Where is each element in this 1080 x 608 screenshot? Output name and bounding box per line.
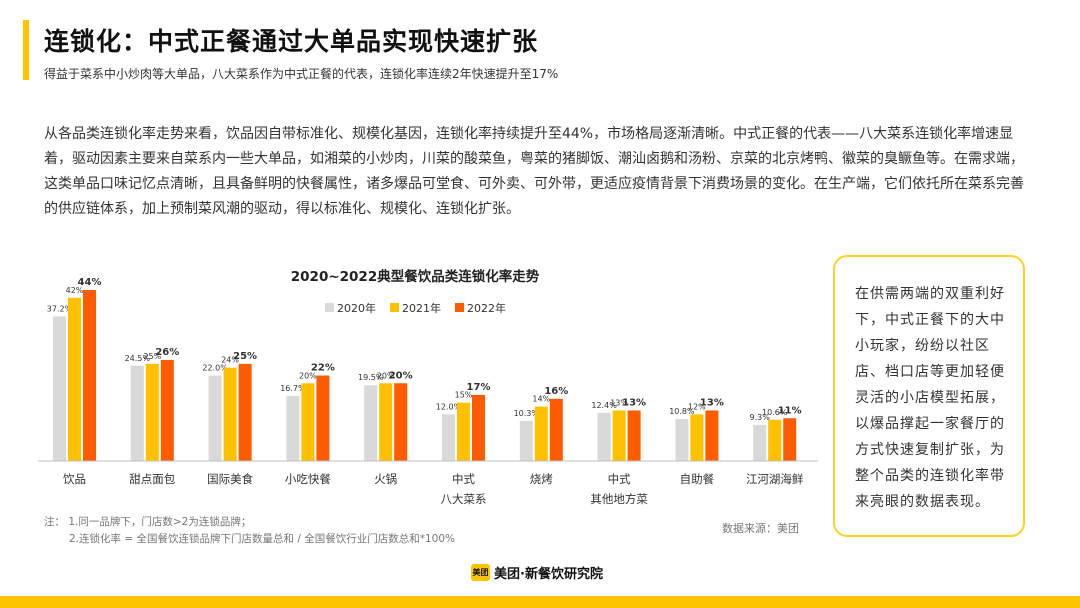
bar-8-1 (597, 412, 611, 461)
value-label-6-1: 12.0% (436, 402, 462, 411)
bar-1-3 (83, 290, 96, 461)
value-label-9-3: 13% (700, 397, 724, 408)
bar-7-3 (549, 398, 563, 461)
note-line-2: 2.连锁化率 = 全国餐饮连锁品牌下门店数量总和 / 全国餐饮行业门店数总和*1… (69, 533, 455, 545)
value-label-7-2: 14% (532, 395, 550, 404)
value-label-8-1: 12.4% (591, 401, 617, 410)
value-label-2-1: 24.5% (125, 354, 151, 363)
bar-10-3 (783, 418, 797, 461)
meituan-logo: 美团 (471, 564, 490, 581)
bar-5-2 (379, 383, 393, 461)
bar-2-3 (160, 359, 174, 461)
bar-4-1 (286, 396, 300, 461)
legend-swatch-2 (390, 303, 399, 312)
category-label-4: 小吃快餐 (285, 472, 331, 486)
value-label-5-1: 19.5% (358, 373, 384, 382)
value-label-9-1: 10.8% (669, 407, 695, 416)
brand-footer: 美团 美团·新餐饮研究院 (471, 563, 603, 582)
value-label-4-2: 20% (299, 371, 317, 380)
bar-9-1 (675, 419, 689, 461)
bar-6-3 (472, 394, 485, 461)
value-label-1-1: 37.2% (47, 304, 73, 313)
value-label-7-1: 10.3% (514, 409, 540, 418)
bar-6-2 (457, 402, 470, 461)
legend-swatch-3 (455, 303, 464, 312)
legend-label-2: 2021年 (402, 301, 441, 315)
page-title: 连锁化：中式正餐通过大单品实现快速扩张 (44, 27, 539, 56)
value-label-7-3: 16% (544, 386, 568, 397)
value-label-8-2: 13% (610, 398, 628, 407)
value-label-2-3: 26% (155, 347, 179, 358)
bar-8-3 (627, 410, 641, 461)
bar-2-2 (145, 363, 159, 461)
category-label-6: 中式 (452, 472, 475, 486)
brand-name: 美团·新餐饮研究院 (494, 567, 603, 582)
bar-5-1 (364, 385, 378, 461)
bar-7-2 (534, 406, 548, 461)
value-label-4-1: 16.7% (280, 384, 306, 393)
bar-1-1 (53, 316, 66, 461)
legend-label-1: 2020年 (337, 301, 376, 315)
bar-5-3 (394, 383, 408, 461)
value-label-10-2: 10.6% (762, 408, 788, 417)
value-label-6-2: 15% (455, 391, 473, 400)
value-label-10-3: 11% (778, 405, 802, 416)
value-label-3-1: 22.0% (202, 364, 228, 373)
category-label-7: 烧烤 (530, 472, 553, 486)
category-label-3: 国际美食 (207, 472, 253, 486)
bar-10-1 (753, 424, 767, 461)
category-label-1: 饮品 (63, 472, 86, 486)
bar-8-2 (612, 410, 626, 461)
title-accent-bar (23, 20, 29, 80)
callout-box: 在供需两端的双重利好下，中式正餐下的大中小玩家，纷纷以社区店、档口店等更加轻便灵… (833, 255, 1025, 537)
value-label-10-1: 9.3% (750, 413, 771, 422)
body-paragraph: 从各品类连锁化率走势来看，饮品因自带标准化、规模化基因，连锁化率持续提升至44%… (44, 126, 1024, 217)
category-label-2: 甜点面包 (129, 472, 175, 486)
category-label-5: 火锅 (374, 472, 397, 486)
bar-6-1 (442, 414, 455, 461)
bar-7-1 (519, 420, 533, 461)
category-label-9: 自助餐 (680, 472, 715, 486)
legend-label-3: 2022年 (467, 301, 506, 315)
category-label-10: 江河湖海鲜 (746, 472, 804, 486)
value-label-8-3: 13% (622, 397, 646, 408)
bar-10-2 (768, 419, 782, 461)
chart-bars: 37.2%42%44%24.5%25%26%22.0%24%25%16.7%20… (47, 277, 802, 461)
value-label-3-3: 25% (233, 351, 257, 362)
category-label-8: 中式 (608, 472, 631, 486)
value-label-5-2: 20% (377, 371, 395, 380)
value-label-1-3: 44% (78, 277, 102, 288)
bar-2-1 (130, 365, 144, 461)
chart-title: 2020~2022典型餐饮品类连锁化率走势 (291, 268, 540, 285)
bar-9-2 (690, 414, 704, 461)
bar-3-3 (238, 363, 252, 461)
value-label-3-2: 24% (221, 356, 239, 365)
bar-chart: 2020~2022典型餐饮品类连锁化率走势 2020年 2021年 2022年 37… (38, 268, 818, 506)
category-label-8-line2: 其他地方菜 (590, 492, 648, 506)
value-label-2-2: 25% (143, 352, 161, 361)
value-label-1-2: 42% (66, 286, 84, 295)
note-line-1: 注： 1.同一品牌下，门店数>2为连锁品牌； (44, 516, 252, 528)
page-subtitle: 得益于菜系中小炒肉等大单品，八大菜系作为中式正餐的代表，连锁化率连续2年快速提升… (44, 67, 559, 81)
bar-1-2 (68, 297, 81, 461)
chart-notes: 注： 1.同一品牌下，门店数>2为连锁品牌； 2.连锁化率 = 全国餐饮连锁品牌… (44, 514, 455, 548)
data-source: 数据来源：美团 (722, 522, 799, 535)
value-label-5-3: 20% (389, 370, 413, 381)
footer-accent-bar (0, 596, 1080, 608)
value-label-4-3: 22% (311, 363, 335, 374)
legend-swatch-1 (325, 303, 334, 312)
category-label-6-line2: 八大菜系 (441, 492, 487, 506)
chart-legend: 2020年 2021年 2022年 (325, 301, 506, 315)
bar-9-3 (705, 410, 719, 461)
value-label-6-3: 17% (467, 382, 491, 393)
value-label-9-2: 12% (688, 402, 706, 411)
bar-3-1 (208, 375, 222, 461)
bar-4-2 (301, 383, 315, 461)
bar-3-2 (223, 367, 237, 461)
bar-4-3 (316, 375, 330, 461)
